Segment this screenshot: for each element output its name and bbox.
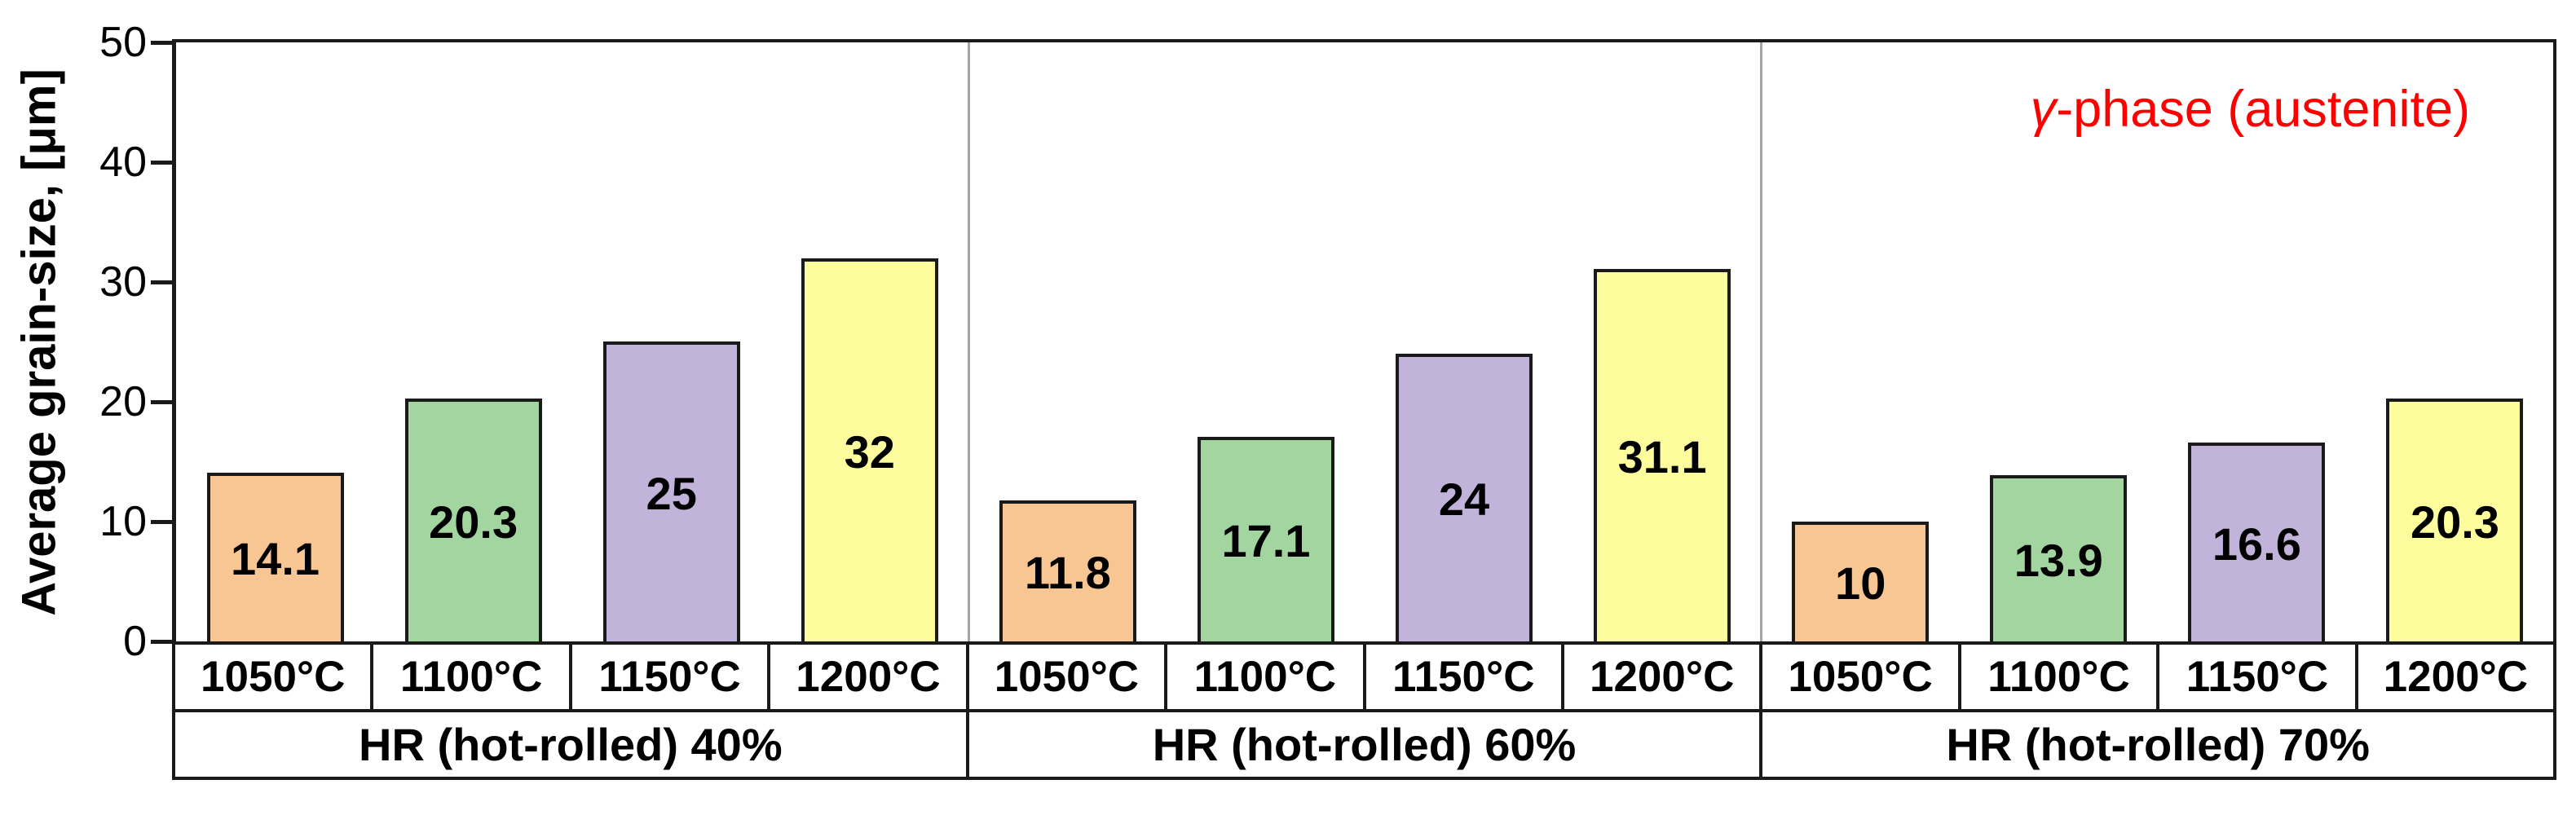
bar-60pct-1150C: 24 <box>1396 354 1533 641</box>
temperature-cell: 1100°C <box>370 645 568 709</box>
y-tick-mark <box>151 519 173 524</box>
bar-value-label: 17.1 <box>1221 515 1311 566</box>
bar-60pct-1100C: 17.1 <box>1197 437 1334 641</box>
temperature-cell: 1100°C <box>1957 645 2156 709</box>
temperature-cell: 1050°C <box>965 645 1164 709</box>
temperature-cell: 1200°C <box>2354 645 2553 709</box>
group-label-cell: HR (hot-rolled) 40% <box>359 719 783 770</box>
group-divider-line <box>967 42 970 641</box>
bar-value-label: 24 <box>1438 474 1490 525</box>
bar-40pct-1150C: 25 <box>602 341 740 641</box>
temperature-cell: 1200°C <box>1560 645 1759 709</box>
y-tick-mark <box>151 280 173 284</box>
bar-40pct-1100C: 20.3 <box>404 399 542 641</box>
bar-value-label: 13.9 <box>2014 534 2103 586</box>
gamma-symbol: γ <box>2030 81 2057 138</box>
phase-annotation: γ-phase (austenite) <box>2031 80 2470 139</box>
temperature-label-row: 1050°C 1100°C 1150°C 1200°C 1050°C 1100°C 1150… <box>172 641 2556 712</box>
temperature-cell: 1050°C <box>201 653 346 701</box>
bar-value-label: 25 <box>646 467 697 519</box>
y-tick-label: 0 <box>123 618 147 665</box>
bar-value-label: 14.1 <box>231 533 320 584</box>
y-tick-mark <box>151 639 173 644</box>
bar-60pct-1050C: 11.8 <box>999 500 1136 641</box>
group-label-cell: HR (hot-rolled) 60% <box>965 712 1760 777</box>
bar-70pct-1150C: 16.6 <box>2188 443 2326 641</box>
y-tick-label: 20 <box>99 378 147 425</box>
y-tick-label: 50 <box>99 19 147 66</box>
bar-value-label: 20.3 <box>429 496 518 548</box>
bar-40pct-1050C: 14.1 <box>206 473 344 641</box>
bar-value-label: 20.3 <box>2410 496 2499 548</box>
bar-value-label: 16.6 <box>2212 518 2301 570</box>
bar-40pct-1200C: 32 <box>801 258 938 641</box>
temperature-cell: 1200°C <box>767 645 965 709</box>
y-tick-label: 10 <box>99 498 147 545</box>
temperature-cell: 1050°C <box>1759 645 1957 709</box>
temperature-cell: 1150°C <box>2156 645 2354 709</box>
bar-value-label: 31.1 <box>1617 431 1707 482</box>
temperature-cell: 1150°C <box>1362 645 1561 709</box>
plot-area: 14.1 20.3 25 32 11.8 17.1 24 31.1 10 13.9 16.6 20.3 <box>172 39 2556 645</box>
temperature-cell: 1100°C <box>1164 645 1362 709</box>
y-tick-mark <box>151 40 173 45</box>
phase-annotation-text: -phase (austenite) <box>2056 81 2470 138</box>
temperature-cell: 1150°C <box>568 645 767 709</box>
group-label-cell: HR (hot-rolled) 70% <box>1759 712 2553 777</box>
group-label-row: HR (hot-rolled) 40% HR (hot-rolled) 60% HR… <box>172 709 2556 780</box>
group-divider-line <box>1760 42 1763 641</box>
bar-70pct-1200C: 20.3 <box>2386 399 2524 641</box>
bar-70pct-1100C: 13.9 <box>1990 475 2128 641</box>
y-tick-mark <box>151 399 173 404</box>
bar-value-label: 11.8 <box>1024 547 1111 598</box>
bar-value-label: 10 <box>1835 557 1886 609</box>
bar-70pct-1050C: 10 <box>1792 522 1930 641</box>
y-tick-label: 30 <box>99 258 147 306</box>
bar-60pct-1200C: 31.1 <box>1594 269 1731 641</box>
bar-value-label: 32 <box>844 425 895 478</box>
y-tick-mark <box>151 160 173 165</box>
y-tick-label: 40 <box>99 139 147 186</box>
